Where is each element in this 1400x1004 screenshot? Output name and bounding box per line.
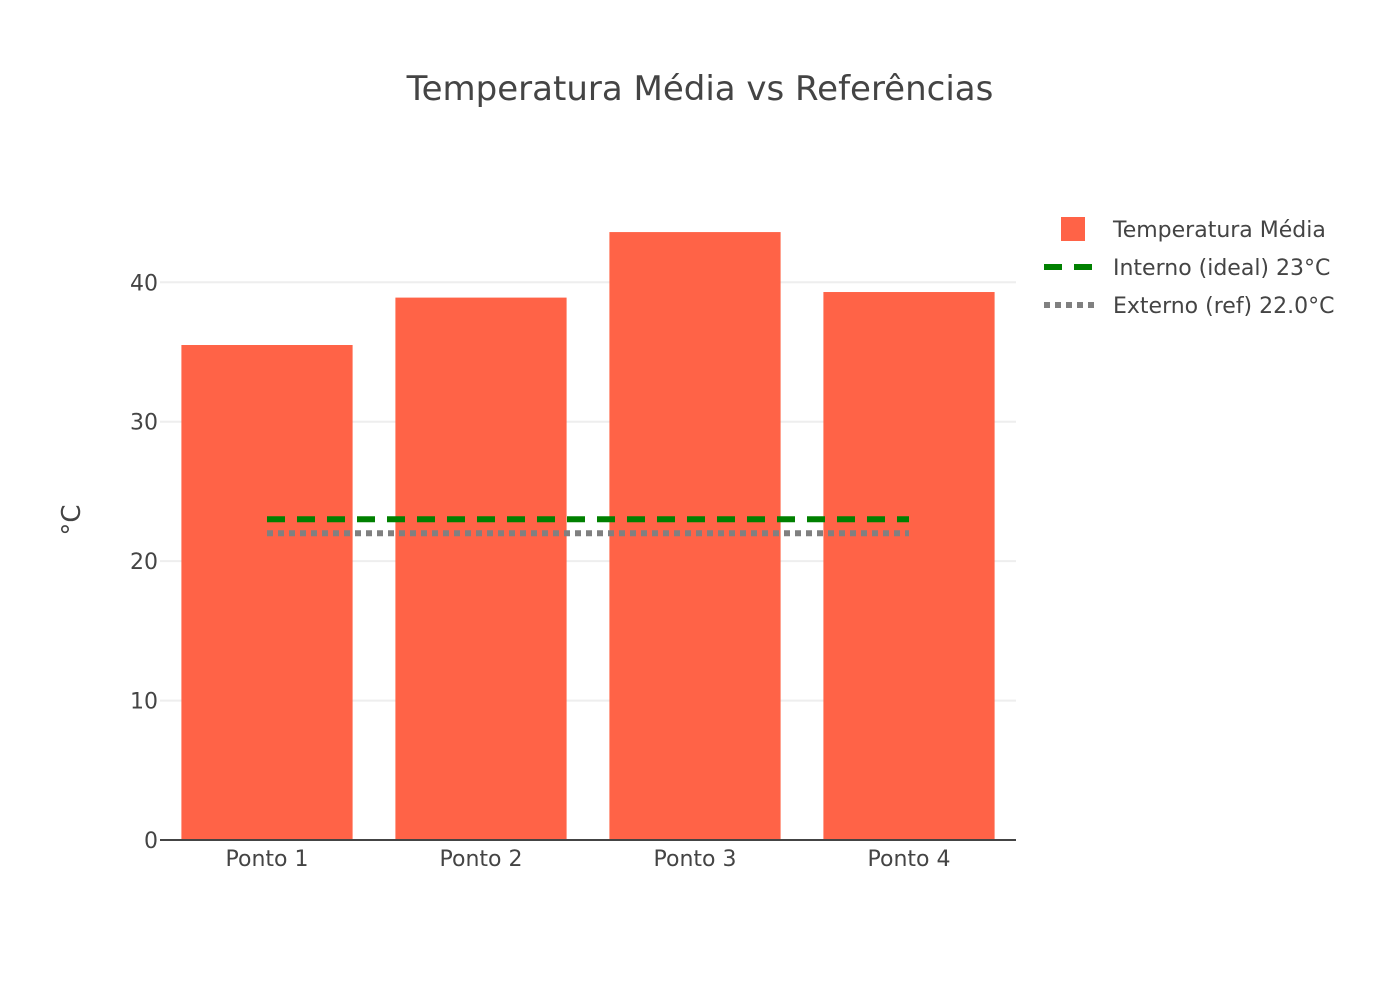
y-tick-label: 40 (130, 271, 158, 296)
y-tick-label: 10 (130, 690, 158, 715)
x-tick-label: Ponto 2 (440, 847, 523, 872)
x-tick-label: Ponto 3 (654, 847, 737, 872)
y-tick-label: 20 (130, 550, 158, 575)
legend-label: Interno (ideal) 23°C (1113, 256, 1330, 281)
x-tick-label: Ponto 1 (226, 847, 309, 872)
y-axis-label: °C (57, 504, 87, 535)
y-tick-label: 0 (144, 829, 158, 854)
legend-swatch-bar (1061, 217, 1085, 241)
chart-title: Temperatura Média vs Referências (406, 69, 994, 109)
legend: Temperatura Média Interno (ideal) 23°C Ext… (1044, 217, 1334, 319)
bar-2 (395, 297, 567, 840)
x-tick-label: Ponto 4 (868, 847, 951, 872)
legend-label: Temperatura Média (1112, 218, 1326, 243)
axes: 0 10 20 30 40 Ponto 1 Ponto 2 Ponto 3 Ponto 4 (130, 271, 1016, 872)
y-tick-label: 30 (130, 411, 158, 436)
bar-4 (823, 292, 995, 841)
legend-label: Externo (ref) 22.0°C (1113, 294, 1334, 319)
reference-lines (267, 516, 909, 537)
bar-1 (181, 345, 353, 840)
